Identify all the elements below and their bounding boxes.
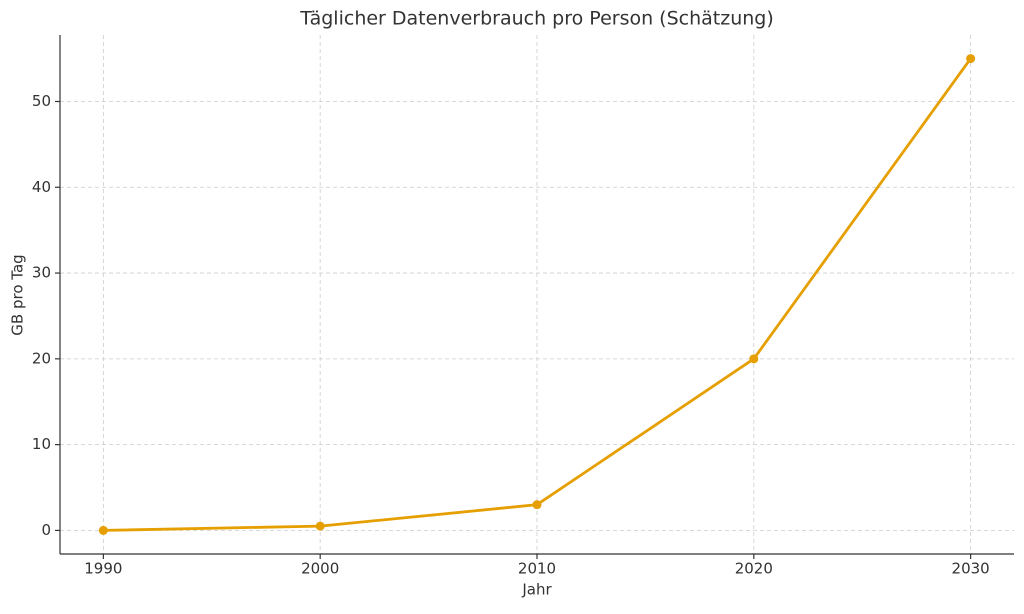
- y-tick-label: 0: [41, 521, 51, 539]
- point: [98, 525, 108, 535]
- y-tick-label: 40: [32, 178, 51, 196]
- x-tick-label: 1990: [84, 560, 122, 578]
- y-tick-label: 50: [32, 92, 51, 110]
- chart-title: Täglicher Datenverbrauch pro Person (Sch…: [299, 8, 774, 30]
- point: [749, 354, 759, 364]
- y-axis-label: GB pro Tag: [9, 254, 27, 335]
- point: [532, 500, 542, 510]
- x-tick-label: 2020: [735, 560, 773, 578]
- y-tick-label: 30: [32, 264, 51, 282]
- point: [966, 54, 976, 64]
- point: [315, 521, 325, 531]
- y-tick-label: 10: [32, 435, 51, 453]
- y-tick-label: 20: [32, 349, 51, 367]
- x-tick-label: 2010: [518, 560, 556, 578]
- x-tick-label: 2030: [952, 560, 990, 578]
- x-tick-label: 2000: [301, 560, 339, 578]
- x-axis-label: Jahr: [521, 581, 552, 599]
